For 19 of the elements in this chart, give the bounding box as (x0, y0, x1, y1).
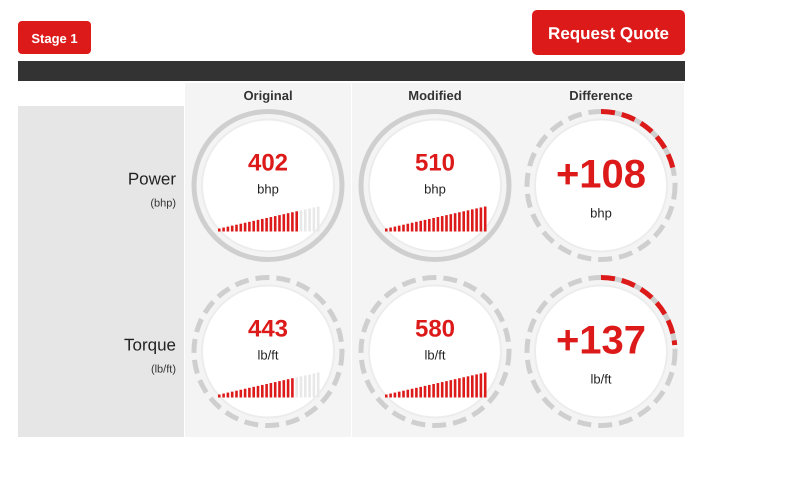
text: bhp (257, 182, 279, 196)
data-label: 402 (248, 150, 288, 176)
series-label: Power (bhp) (128, 170, 176, 210)
category-label: Difference (569, 88, 633, 103)
series-label: Torque (lb/ft) (124, 336, 176, 376)
data-label: 443 (248, 316, 288, 342)
data-label: +137 (556, 318, 646, 362)
text: Request Quote (548, 24, 669, 43)
data-label: 580 (414, 316, 456, 342)
text: lb/ft (424, 348, 446, 362)
text: bhp (590, 206, 612, 220)
text: Stage 1 (31, 31, 78, 46)
category-label: Modified (408, 88, 462, 103)
text: bhp (424, 182, 446, 196)
text: lb/ft (258, 348, 279, 362)
data-label: +108 (556, 152, 646, 196)
category-label: Original (243, 88, 293, 103)
data-label: 510 (414, 150, 456, 176)
text: lb/ft (590, 372, 612, 386)
